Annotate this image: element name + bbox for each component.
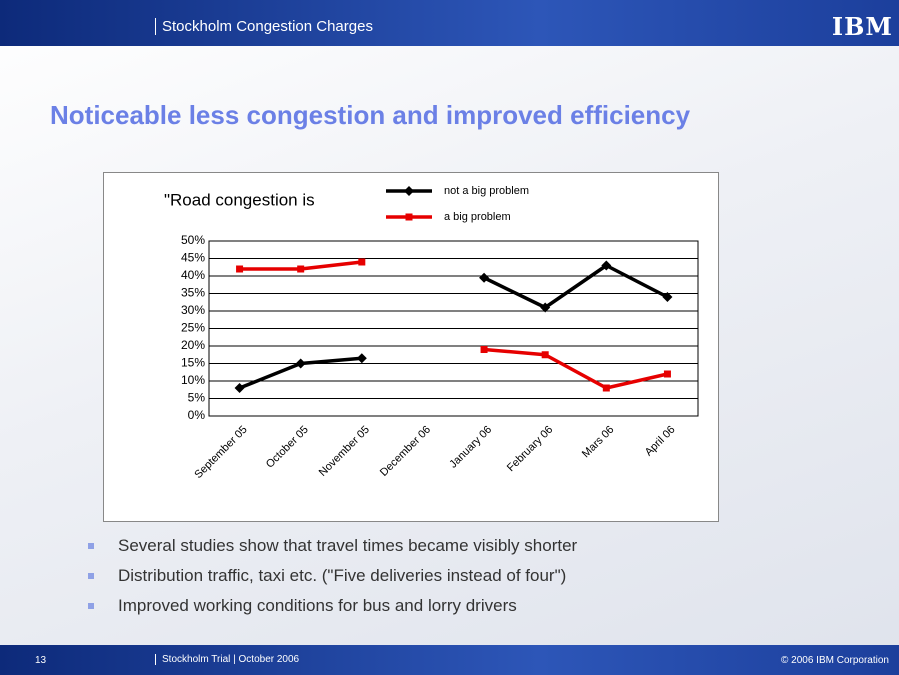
data-point: [479, 272, 490, 283]
data-point: [601, 260, 612, 271]
y-tick-label: 50%: [181, 233, 205, 247]
page-number: 13: [35, 655, 47, 666]
y-tick-label: 15%: [181, 356, 205, 370]
x-tick-label: January 06: [447, 424, 494, 471]
data-point: [663, 370, 671, 378]
data-point: [297, 265, 305, 273]
header-title: Stockholm Congestion Charges: [155, 18, 373, 35]
plot-area: [208, 240, 699, 417]
x-tick-label: December 06: [378, 424, 433, 479]
slide-title: Noticeable less congestion and improved …: [50, 100, 691, 130]
data-point: [662, 292, 673, 302]
data-point: [480, 346, 488, 353]
y-tick-label: 0%: [188, 408, 206, 422]
y-tick-label: 25%: [181, 321, 205, 335]
chart-title: "Road congestion is: [164, 190, 315, 209]
y-tick-label: 35%: [181, 286, 205, 300]
data-point: [358, 258, 366, 266]
data-line: [239, 260, 668, 390]
data-point: [236, 265, 244, 273]
data-point: [602, 384, 610, 392]
copyright: © 2006 IBM Corporation: [781, 655, 889, 666]
footer-text: Stockholm Trial | October 2006: [155, 654, 299, 665]
x-tick-label: September 05: [192, 424, 249, 481]
data-point: [234, 383, 245, 393]
bullet-list: Several studies show that travel times b…: [85, 536, 577, 626]
data-point: [356, 353, 367, 364]
y-tick-label: 40%: [181, 268, 205, 282]
x-tick-label: April 06: [643, 424, 678, 459]
data-line: [238, 263, 669, 390]
bullet: Improved working conditions for bus and …: [85, 596, 577, 626]
bullet: Several studies show that travel times b…: [85, 536, 577, 566]
data-point: [295, 358, 306, 369]
y-tick-label: 30%: [181, 303, 205, 317]
legend-marker: [405, 213, 413, 221]
y-tick-label: 20%: [181, 338, 205, 352]
y-tick-label: 10%: [181, 373, 205, 387]
data-point: [540, 302, 551, 313]
x-tick-label: October 05: [264, 424, 311, 471]
legend-label: a big problem: [444, 211, 511, 223]
header-bar: Stockholm Congestion Charges IBM: [0, 0, 899, 46]
x-tick-label: Mars 06: [580, 424, 617, 461]
y-tick-label: 45%: [181, 251, 205, 265]
data-point: [541, 351, 549, 359]
logo: IBM: [831, 12, 893, 41]
y-tick-label: 5%: [188, 391, 206, 405]
legend-marker: [404, 186, 414, 196]
footer-bar: 13 Stockholm Trial | October 2006 © 2006…: [0, 645, 899, 675]
legend-label: not a big problem: [444, 185, 529, 197]
bullet: Distribution traffic, taxi etc. ("Five d…: [85, 566, 577, 596]
chart-box: "Road congestion is 0% 5% 10% 15% 20% 25% 30% 3…: [103, 172, 719, 522]
x-tick-label: November 05: [317, 424, 372, 479]
x-tick-label: February 06: [505, 424, 555, 474]
chart: "Road congestion is 0% 5% 10% 15% 20% 25% 30% 3…: [164, 185, 699, 481]
